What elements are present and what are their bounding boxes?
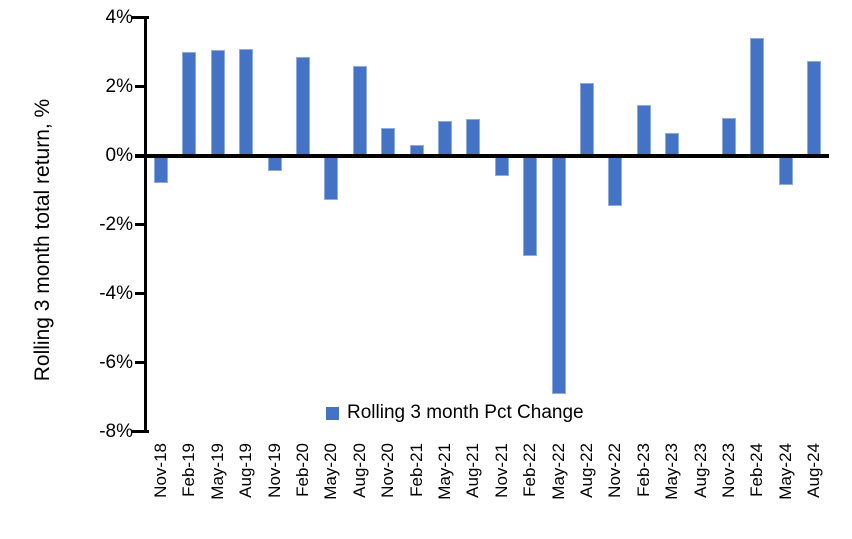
bar-May-23 [665, 133, 680, 156]
x-tick-label: Feb-22 [520, 443, 540, 497]
bar-May-19 [210, 50, 225, 156]
x-tick-label: Feb-20 [293, 443, 312, 497]
bar-Aug-19 [239, 48, 254, 156]
x-tick-label: Nov-21 [491, 443, 511, 498]
y-tick-label: 0% [105, 144, 133, 166]
x-tick-label: Aug-24 [804, 443, 824, 498]
x-tick-label: May-20 [321, 443, 341, 500]
x-tick-label: Aug-22 [577, 443, 596, 498]
y-tick-mark [135, 85, 146, 88]
x-tick-label: Feb-23 [633, 443, 653, 497]
bar-Nov-22 [608, 155, 623, 206]
x-tick-label: Aug-20 [349, 443, 369, 498]
x-tick-label: Aug-19 [236, 443, 256, 498]
x-tick-label: Feb-19 [179, 443, 199, 497]
bar-Aug-20 [352, 65, 367, 156]
x-tick-label: Nov-18 [151, 443, 170, 498]
x-tick-label: Feb-21 [406, 443, 426, 497]
y-tick-label: -8% [99, 420, 133, 442]
y-tick-mark [131, 16, 149, 19]
bar-Nov-20 [381, 127, 396, 156]
x-tick-label: Nov-22 [605, 443, 625, 498]
x-tick-label: Nov-19 [264, 443, 284, 498]
x-tick-label: Aug-23 [690, 443, 710, 498]
bar-Feb-19 [182, 52, 197, 156]
legend-color-swatch [326, 407, 339, 420]
y-tick-label: 2% [105, 75, 133, 97]
bar-Feb-20 [296, 57, 310, 156]
x-tick-label: Feb-24 [747, 443, 767, 497]
x-tick-label: Nov-23 [719, 443, 738, 498]
y-tick-mark [135, 361, 146, 364]
x-axis-zero-line [135, 153, 829, 158]
bar-Aug-24 [807, 60, 822, 156]
y-tick-mark [131, 430, 149, 433]
x-tick-label: May-21 [435, 443, 454, 500]
bar-Nov-19 [267, 155, 282, 172]
y-tick-label: -2% [99, 213, 133, 235]
y-tick-label: -6% [99, 351, 133, 373]
x-tick-label: May-24 [775, 443, 795, 500]
bar-Feb-23 [636, 105, 651, 156]
y-tick-label: -4% [99, 282, 133, 304]
x-tick-label: May-19 [207, 443, 227, 500]
bar-May-21 [438, 121, 452, 156]
bar-Nov-23 [722, 117, 736, 156]
y-tick-mark [135, 223, 146, 226]
x-tick-label: Nov-20 [378, 443, 398, 498]
legend-label: Rolling 3 month Pct Change [347, 402, 584, 423]
x-tick-label: Aug-21 [463, 443, 483, 498]
bar-Aug-22 [580, 83, 594, 156]
bar-Nov-18 [154, 155, 168, 184]
x-tick-label: May-23 [662, 443, 682, 500]
x-tick-label: May-22 [548, 443, 568, 500]
legend: Rolling 3 month Pct Change [326, 402, 584, 423]
y-tick-label: 4% [105, 6, 133, 28]
bar-May-24 [778, 155, 793, 185]
y-axis-title: Rolling 3 month total return, % [31, 98, 54, 382]
bar-Feb-24 [750, 38, 765, 156]
bar-May-22 [551, 155, 566, 394]
bar-May-20 [324, 155, 339, 201]
bar-Aug-21 [466, 119, 481, 156]
bar-Nov-21 [494, 155, 509, 177]
y-tick-mark [135, 292, 146, 295]
bar-Feb-22 [523, 155, 538, 256]
